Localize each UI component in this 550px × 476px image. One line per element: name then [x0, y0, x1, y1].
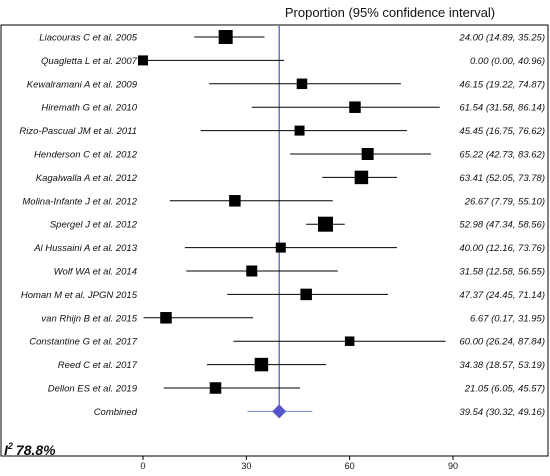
ci-value: 34.38 (18.57, 53.19): [459, 360, 545, 371]
ci-value: 65.22 (42.73, 83.62): [459, 150, 545, 161]
point-estimate-marker: [317, 216, 333, 232]
ci-value: 21.05 (6.05, 45.57): [464, 384, 545, 395]
point-estimate-marker: [246, 265, 258, 277]
x-axis: 0 30 60 90: [140, 455, 458, 471]
ci-value: 46.15 (19.22, 74.87): [459, 79, 545, 90]
x-tick-label: 90: [448, 461, 458, 471]
point-estimate-marker: [275, 242, 286, 253]
ci-value: 26.67 (7.79, 55.10): [464, 196, 545, 207]
ci-value: 63.41 (52.05, 73.78): [459, 173, 545, 184]
i2-symbol: I: [4, 442, 9, 458]
heterogeneity-label: I2 78.8%: [4, 441, 56, 458]
study-label: van Rhijn B et al. 2015: [41, 313, 137, 324]
point-estimate-marker: [294, 125, 305, 136]
study-label: Wolf WA et al. 2014: [54, 267, 137, 278]
combined-label: Combined: [94, 407, 138, 418]
study-label: Constantine G et al. 2017: [29, 337, 137, 348]
x-tick-label: 30: [241, 461, 251, 471]
point-estimate-marker: [209, 382, 222, 394]
ci-value: 60.00 (26.24, 87.84): [459, 337, 545, 348]
point-estimate-marker: [349, 101, 361, 113]
ci-value: 61.54 (31.58, 86.14): [459, 103, 545, 114]
point-estimate-marker: [138, 55, 148, 66]
study-label: Liacouras C et al. 2005: [39, 33, 137, 44]
study-label: Quagletta L et al. 2007: [41, 56, 138, 67]
i2-superscript: 2: [7, 441, 13, 451]
combined-diamond: [272, 404, 287, 419]
ci-value: 6.67 (0.17, 31.95): [470, 313, 545, 324]
study-label: Homan M et al. JPGN 2015: [21, 290, 138, 301]
study-rows: Liacouras C et al. 2005 24.00 (14.89, 35.…: [19, 26, 545, 419]
point-estimate-marker: [254, 357, 269, 372]
ci-value: 24.00 (14.89, 35.25): [458, 33, 545, 44]
study-label: Rizo-Pascual JM et al. 2011: [19, 126, 137, 137]
point-estimate-marker: [160, 312, 172, 324]
point-estimate-marker: [354, 170, 369, 185]
study-label: Henderson C et al. 2012: [34, 150, 138, 161]
point-estimate-marker: [344, 336, 355, 346]
study-label: Dellon ES et al. 2019: [48, 384, 138, 395]
ci-value: 47.37 (24.45, 71.14): [459, 290, 545, 301]
ci-value: 31.58 (12.58, 56.55): [459, 267, 545, 278]
study-label: Hiremath G et al. 2010: [41, 103, 137, 114]
combined-ci-value: 39.54 (30.32, 49.16): [459, 407, 545, 418]
study-label: Al Hussaini A et al. 2013: [33, 243, 138, 254]
study-label: Reed C et al. 2017: [58, 360, 138, 371]
x-tick-label: 0: [140, 461, 145, 471]
study-label: Spergel J et al. 2012: [50, 220, 138, 231]
study-label: Molina-Infante J et al. 2012: [22, 196, 137, 207]
point-estimate-marker: [361, 148, 374, 160]
point-estimate-marker: [296, 78, 308, 90]
x-tick-label: 60: [345, 461, 355, 471]
chart-title: Proportion (95% confidence interval): [285, 5, 495, 20]
study-label: Kagalwalla A et al. 2012: [36, 173, 138, 184]
ci-value: 0.00 (0.00, 40.96): [470, 56, 545, 67]
ci-value: 40.00 (12.16, 73.76): [459, 243, 545, 254]
point-estimate-marker: [218, 30, 233, 44]
point-estimate-marker: [229, 195, 241, 207]
point-estimate-marker: [300, 288, 312, 301]
study-label: Kewalramani A et al. 2009: [27, 79, 138, 90]
ci-value: 45.45 (16.75, 76.62): [459, 126, 545, 137]
ci-value: 52.98 (47.34, 58.56): [459, 220, 545, 231]
i2-value: 78.8%: [16, 442, 56, 458]
